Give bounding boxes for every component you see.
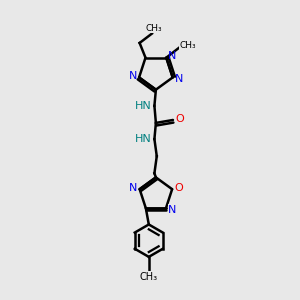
Text: HN: HN	[135, 134, 152, 144]
Text: N: N	[129, 71, 137, 81]
Text: CH₃: CH₃	[140, 272, 158, 282]
Text: O: O	[175, 114, 184, 124]
Text: O: O	[174, 183, 183, 193]
Text: N: N	[168, 51, 176, 61]
Text: N: N	[168, 205, 177, 215]
Text: CH₃: CH₃	[179, 41, 196, 50]
Text: N: N	[129, 183, 137, 193]
Text: N: N	[174, 74, 183, 84]
Text: HN: HN	[135, 101, 152, 111]
Text: CH₃: CH₃	[145, 24, 162, 33]
